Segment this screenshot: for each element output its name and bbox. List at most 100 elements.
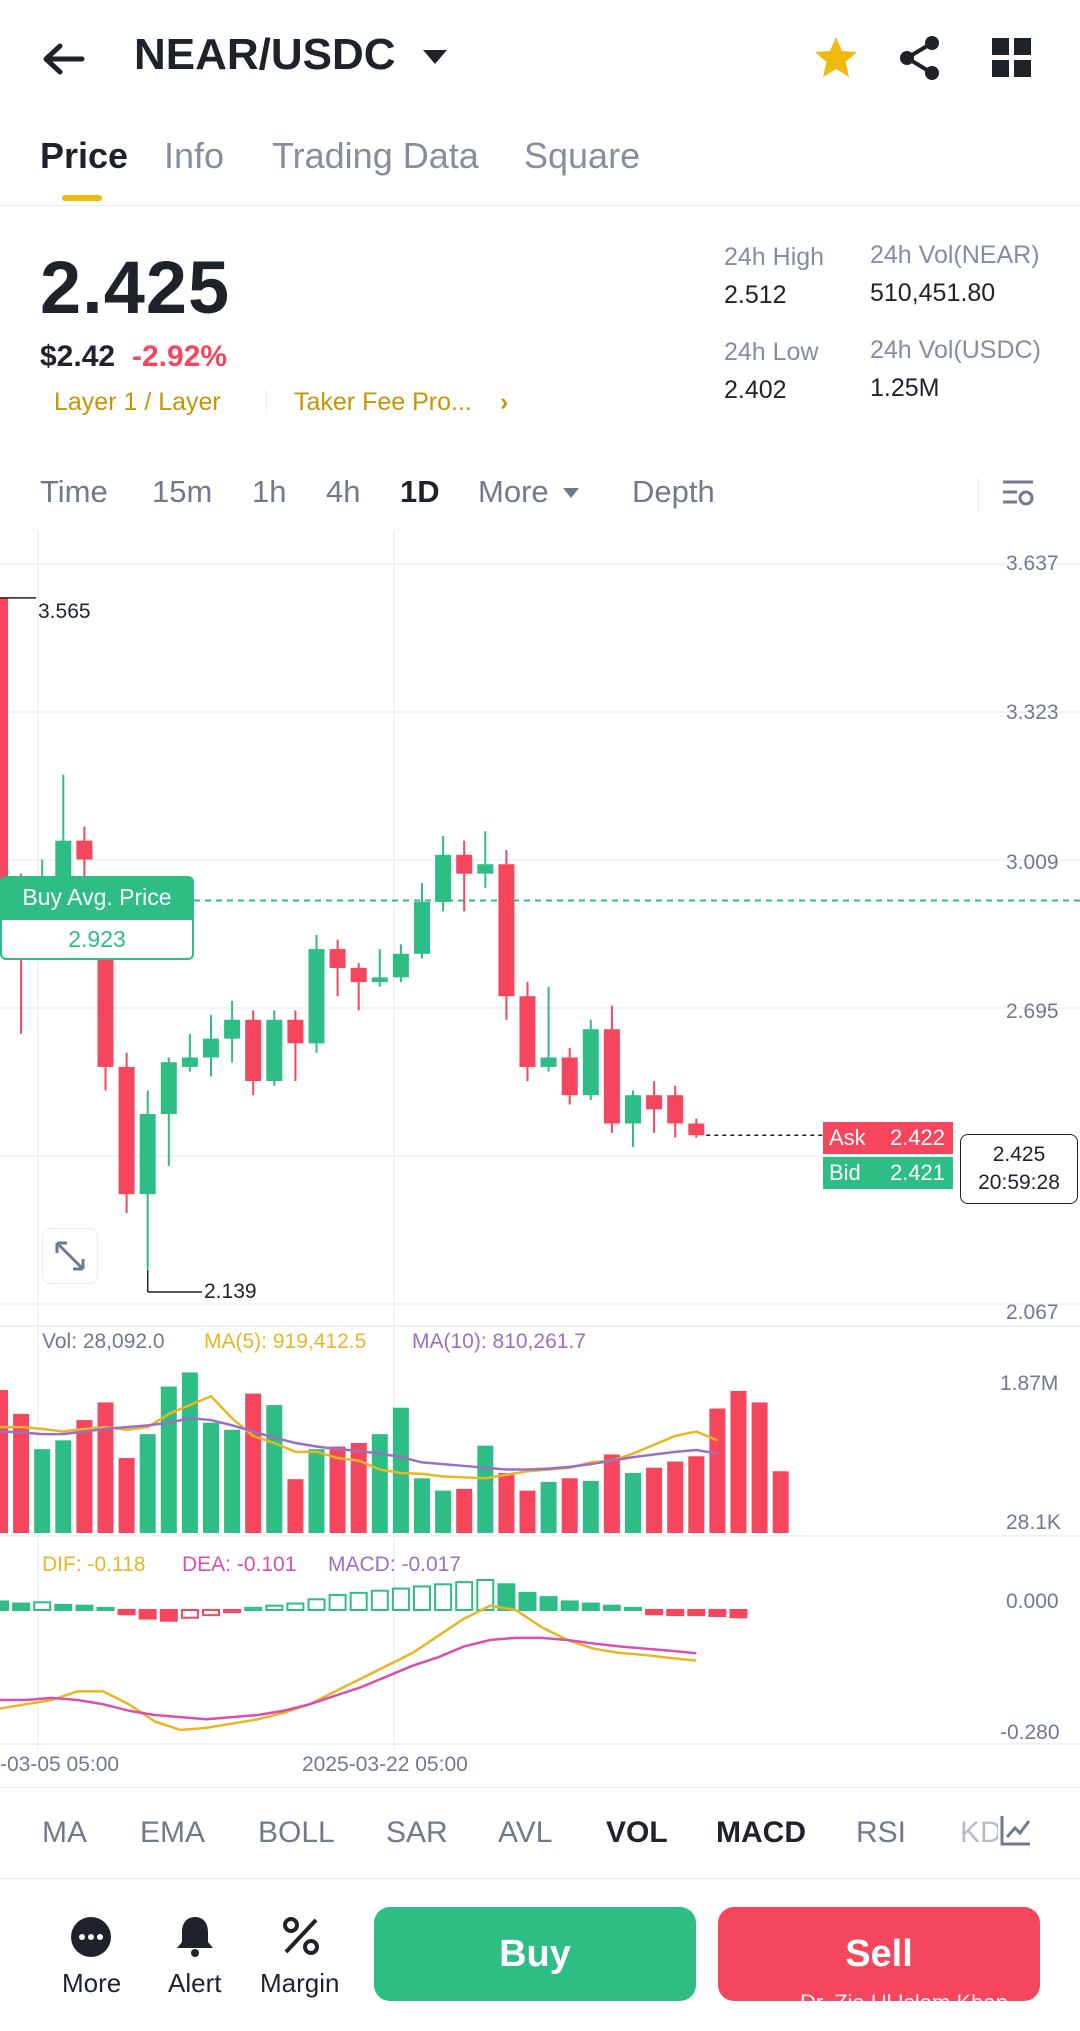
price-change: -2.92%: [132, 340, 228, 373]
ind-avl[interactable]: AVL: [498, 1816, 553, 1849]
candle-body: [0, 597, 8, 888]
tf-depth[interactable]: Depth: [632, 474, 715, 509]
more-button-label[interactable]: More: [62, 1968, 122, 1998]
grid-icon[interactable]: [990, 36, 1034, 80]
macd-histogram-bar: [539, 1596, 558, 1611]
candle-body: [224, 1019, 241, 1039]
alert-button-label[interactable]: Alert: [168, 1968, 222, 1998]
buy-avg-value: 2.923: [0, 918, 194, 960]
tab-square[interactable]: Square: [524, 135, 641, 176]
bell-icon[interactable]: [174, 1914, 216, 1958]
indicator-settings-icon[interactable]: [998, 1812, 1034, 1848]
candle-body: [519, 996, 536, 1067]
buy-button[interactable]: Buy: [374, 1907, 696, 2001]
tab-bar: Price Info Trading Data Square: [0, 125, 1080, 206]
macd-histogram-bar: [265, 1604, 284, 1611]
ind-sar[interactable]: SAR: [386, 1816, 448, 1849]
tf-time[interactable]: Time: [40, 474, 108, 509]
tag-divider: [266, 390, 267, 412]
vol-label: Vol: 28,092.0: [42, 1330, 165, 1353]
ind-ema[interactable]: EMA: [140, 1816, 206, 1849]
sell-button[interactable]: Sell: [718, 1907, 1040, 2001]
star-icon[interactable]: [812, 34, 860, 82]
macd-histogram-bar: [434, 1583, 453, 1612]
last-price: 2.425: [40, 246, 231, 329]
candle-body: [435, 854, 452, 902]
volume-bar: [308, 1449, 325, 1533]
chevron-down-icon[interactable]: [420, 46, 450, 68]
candle-body: [392, 953, 409, 978]
margin-button-label[interactable]: Margin: [260, 1968, 340, 1998]
macd-histogram-bar: [0, 1600, 9, 1612]
macd-histogram-bar: [624, 1606, 642, 1612]
volume-bar: [435, 1490, 452, 1533]
macd-histogram-bar: [645, 1609, 664, 1616]
volume-bar: [456, 1488, 473, 1533]
chart-settings-icon[interactable]: [1000, 474, 1036, 510]
macd-histogram-bar: [138, 1609, 157, 1620]
pair-title[interactable]: NEAR/USDC: [134, 30, 396, 79]
timeframe-bar: Time 15m 1h 4h 1D More Depth: [0, 460, 1080, 530]
margin-percent-icon[interactable]: [280, 1914, 322, 1958]
back-arrow-icon[interactable]: [38, 34, 88, 84]
y-tick-label: 2.695: [1006, 1000, 1059, 1023]
candle-body: [456, 854, 473, 874]
macd-histogram-bar: [159, 1609, 178, 1622]
volume-bar: [540, 1481, 557, 1533]
volume-bar: [76, 1420, 93, 1533]
tab-trading-data[interactable]: Trading Data: [272, 135, 479, 176]
volume-bar: [139, 1434, 156, 1533]
tf-1d[interactable]: 1D: [400, 474, 440, 509]
share-icon[interactable]: [896, 34, 944, 82]
current-price-value: 2.425: [992, 1143, 1046, 1166]
volume-bar: [625, 1473, 641, 1533]
category-tag[interactable]: Layer 1 / Layer: [54, 388, 221, 416]
candle-body: [266, 1019, 283, 1082]
candle-body: [76, 840, 93, 860]
volume-bar: [13, 1413, 30, 1533]
buy-avg-price-marker[interactable]: Buy Avg. Price 2.923: [0, 876, 194, 960]
taker-fee-promo[interactable]: Taker Fee Pro...: [294, 388, 472, 416]
ask-value: 2.422: [889, 1125, 945, 1150]
macd-label: MACD: -0.017: [328, 1553, 462, 1576]
tf-4h[interactable]: 4h: [326, 474, 361, 509]
candle-body: [498, 864, 515, 997]
ask-badge: Ask 2.422: [823, 1122, 953, 1154]
caret-down-icon[interactable]: [562, 486, 580, 505]
current-price-box: 2.425 20:59:28: [960, 1134, 1078, 1204]
ind-rsi[interactable]: RSI: [856, 1816, 907, 1849]
ind-ma[interactable]: MA: [42, 1816, 87, 1849]
macd-histogram-bar: [370, 1589, 389, 1611]
tab-price[interactable]: Price: [40, 135, 129, 176]
macd-histogram-bar: [518, 1591, 537, 1612]
macd-histogram-bar: [497, 1583, 516, 1612]
volume-bar: [266, 1405, 283, 1533]
tf-1h[interactable]: 1h: [252, 474, 287, 509]
ind-boll[interactable]: BOLL: [258, 1816, 335, 1849]
macd-histogram-bar: [391, 1587, 410, 1611]
vol-y-bottom: 28.1K: [1006, 1511, 1061, 1534]
macd-histogram-bar: [223, 1609, 242, 1614]
more-icon[interactable]: [70, 1916, 112, 1958]
tf-15m[interactable]: 15m: [152, 474, 213, 509]
macd-histogram-bar: [75, 1604, 94, 1611]
volume-bar: [667, 1461, 684, 1533]
active-tab-indicator: [62, 195, 102, 201]
volume-bar: [350, 1443, 367, 1533]
tab-info[interactable]: Info: [164, 135, 225, 176]
candle-body: [329, 949, 346, 968]
x-tick-label: 2025-03-22 05:00: [302, 1753, 468, 1776]
candle-body: [625, 1095, 641, 1124]
volume-bar: [730, 1390, 747, 1533]
ind-vol[interactable]: VOL: [606, 1816, 668, 1849]
candle-body: [414, 901, 430, 954]
ind-macd[interactable]: MACD: [716, 1816, 806, 1849]
volume-bar: [772, 1471, 789, 1533]
price-chart[interactable]: [0, 530, 1080, 1785]
macd-histogram-bar: [708, 1609, 727, 1617]
expand-icon[interactable]: [42, 1228, 98, 1284]
ma10-line: [0, 1417, 718, 1471]
ind-kd[interactable]: KD: [960, 1816, 1002, 1849]
tf-more[interactable]: More: [478, 474, 549, 509]
chevron-right-icon[interactable]: ›: [500, 388, 509, 416]
